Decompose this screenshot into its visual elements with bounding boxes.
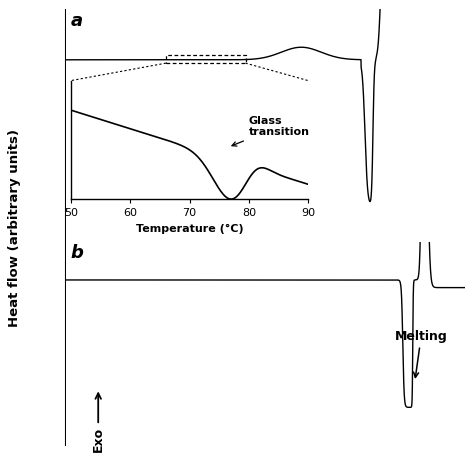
X-axis label: Temperature (°C): Temperature (°C) [136, 224, 244, 234]
Text: a: a [70, 12, 82, 30]
Text: Melting: Melting [395, 329, 447, 377]
Text: b: b [70, 244, 83, 262]
Text: Heat flow (arbitrary units): Heat flow (arbitrary units) [8, 128, 21, 327]
Text: Glass
transition: Glass transition [232, 116, 310, 146]
Bar [166, 55, 246, 63]
Text: Exo: Exo [91, 427, 105, 452]
